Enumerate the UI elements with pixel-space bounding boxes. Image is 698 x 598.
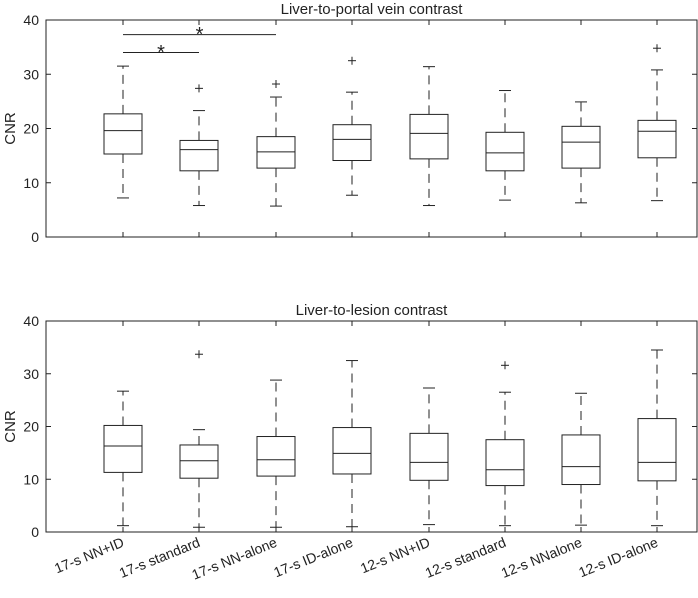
x-tick-label: 17-s NN+ID bbox=[52, 534, 126, 576]
box-iqr bbox=[332, 124, 372, 162]
plot-area-frame bbox=[45, 320, 698, 533]
outlier-point bbox=[348, 56, 356, 65]
box-iqr bbox=[485, 131, 525, 172]
box-6 bbox=[485, 90, 525, 201]
y-tick-label: 0 bbox=[31, 229, 39, 245]
y-tick-label: 20 bbox=[23, 121, 39, 137]
y-axis-label: CNR bbox=[2, 410, 19, 443]
x-tick-label: 12-s NN+ID bbox=[358, 534, 432, 576]
box-iqr bbox=[179, 444, 219, 479]
x-tick-label: 12-s ID-alone bbox=[576, 534, 660, 580]
box-3 bbox=[256, 379, 296, 528]
y-tick-label: 30 bbox=[23, 66, 39, 82]
box-iqr bbox=[103, 113, 143, 155]
box-iqr bbox=[637, 418, 677, 482]
box-iqr bbox=[256, 136, 296, 169]
box-1 bbox=[103, 390, 143, 527]
box-7 bbox=[561, 392, 601, 526]
chart-panel-1: Liver-to-portal vein contrast CNR 0 10 20 30 4… bbox=[2, 1, 698, 245]
x-tick-label: 12-s NNalone bbox=[499, 534, 585, 581]
box-5 bbox=[409, 66, 449, 207]
box-6 bbox=[485, 361, 525, 527]
box-iqr bbox=[637, 119, 677, 159]
box-5 bbox=[409, 387, 449, 526]
outlier-point bbox=[272, 80, 280, 89]
x-tick-label: 17-s ID-alone bbox=[271, 534, 355, 580]
x-tick-label: 17-s standard bbox=[117, 534, 202, 581]
y-axis-label: CNR bbox=[2, 112, 19, 145]
box-iqr bbox=[103, 424, 143, 473]
outlier-point bbox=[501, 361, 509, 370]
box-iqr bbox=[409, 432, 449, 481]
chart-panel-2: Liver-to-lesion contrast CNR 0 10 20 30 40 bbox=[2, 302, 698, 540]
outlier-point bbox=[195, 84, 203, 93]
box-1 bbox=[103, 65, 143, 199]
y-tick-label: 0 bbox=[31, 524, 39, 540]
box-3 bbox=[256, 80, 296, 207]
x-tick-label: 12-s standard bbox=[423, 534, 508, 581]
y-tick-label: 10 bbox=[23, 175, 39, 191]
box-7 bbox=[561, 101, 601, 204]
box-4 bbox=[332, 360, 372, 528]
box-iqr bbox=[332, 427, 372, 475]
box-iqr bbox=[179, 139, 219, 172]
box-2 bbox=[179, 84, 219, 207]
y-tick-label: 30 bbox=[23, 366, 39, 382]
y-tick-label: 40 bbox=[23, 12, 39, 28]
chart-title: Liver-to-portal vein contrast bbox=[281, 1, 464, 18]
box-iqr bbox=[485, 439, 525, 487]
box-iqr bbox=[256, 436, 296, 477]
outlier-point bbox=[653, 44, 661, 53]
significance-star: * bbox=[157, 42, 165, 64]
y-tick-label: 20 bbox=[23, 419, 39, 435]
box-2 bbox=[179, 350, 219, 528]
box-iqr bbox=[409, 113, 449, 160]
box-iqr bbox=[561, 125, 601, 169]
y-tick-label: 40 bbox=[23, 313, 39, 329]
significance-star: * bbox=[196, 24, 204, 46]
box-8 bbox=[637, 349, 677, 527]
y-tick-label: 10 bbox=[23, 471, 39, 487]
box-iqr bbox=[561, 434, 601, 486]
box-4 bbox=[332, 56, 372, 196]
outlier-point bbox=[195, 350, 203, 359]
box-8 bbox=[637, 44, 677, 202]
chart-title: Liver-to-lesion contrast bbox=[296, 302, 449, 319]
x-tick-label: 17-s NN-alone bbox=[189, 534, 279, 583]
